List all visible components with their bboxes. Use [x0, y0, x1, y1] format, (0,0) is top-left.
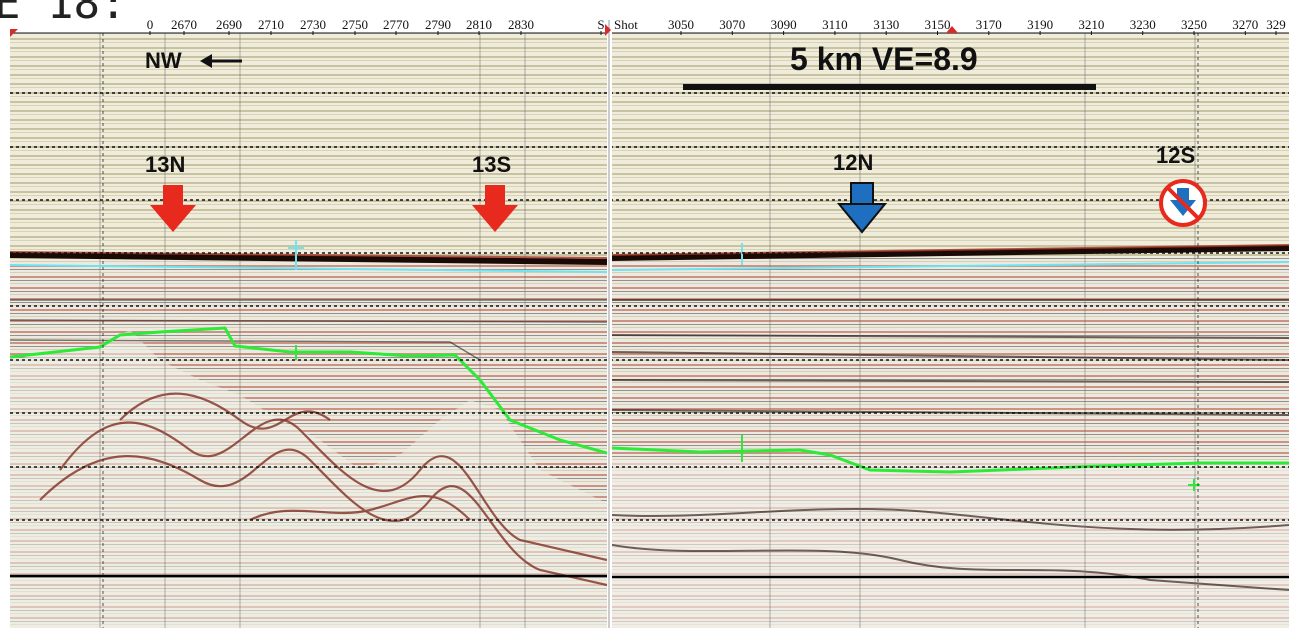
shot-tick-label: 2810 [466, 17, 492, 32]
left-seismic-panel [10, 33, 607, 628]
marker-arrow-13s-icon [472, 185, 518, 232]
marker-label-13s: 13S [472, 152, 511, 177]
shot-tick-label: 3230 [1130, 17, 1156, 32]
shot-tick-label: 3250 [1181, 17, 1207, 32]
shot-axis-title: Shot [614, 17, 638, 32]
left-seafloor [10, 252, 607, 265]
shot-tick-label: 2750 [342, 17, 368, 32]
west-arrow-icon [200, 54, 242, 68]
shot-tick-label: 3070 [719, 17, 745, 32]
shot-tick-label: 3170 [976, 17, 1002, 32]
right-shot-axis: Shot 3050 3070 3090 3110 3130 3150 3170 3190 3210… [614, 17, 1286, 35]
shot-tick-label: 0 [147, 17, 154, 32]
no-arrow-12s-icon [1159, 179, 1207, 227]
shot-tick-label: 3090 [771, 17, 797, 32]
direction-label-nw: NW [145, 48, 182, 73]
right-green-horizon [612, 446, 1289, 474]
shot-tick-label: 329 [1266, 17, 1286, 32]
shot-tick-label: 3150 [925, 17, 951, 32]
marker-arrow-12n-icon [836, 182, 888, 234]
scale-label: 5 km VE=8.9 [790, 41, 978, 77]
right-cyan-horizon [612, 261, 1289, 271]
right-seismic-panel [612, 33, 1289, 628]
shot-tick-label: 3110 [822, 17, 848, 32]
shot-tick-label: 2790 [425, 17, 451, 32]
marker-arrow-13n-icon [150, 185, 196, 232]
marker-label-12n: 12N [833, 150, 873, 175]
shot-tick-label: 3270 [1232, 17, 1258, 32]
shot-tick-label: 2710 [258, 17, 284, 32]
marker-label-12s: 12S [1156, 143, 1195, 168]
scale-bar [683, 84, 1096, 90]
left-deformed-layer [10, 330, 607, 628]
shot-tick-label: S [597, 17, 604, 32]
shot-tick-label: 3130 [873, 17, 899, 32]
shot-tick-label: 3050 [668, 17, 694, 32]
right-seafloor [612, 245, 1289, 261]
shot-tick-label: 3190 [1027, 17, 1053, 32]
right-reflector-packets [612, 299, 1289, 591]
shot-tick-label: 2670 [171, 17, 197, 32]
shot-tick-label: 2770 [383, 17, 409, 32]
marker-label-13n: 13N [145, 152, 185, 177]
shot-tick-label: 3210 [1078, 17, 1104, 32]
shot-tick-label: 2830 [508, 17, 534, 32]
shot-tick-label: 2730 [300, 17, 326, 32]
left-shot-axis: 0 2670 2690 2710 2730 2750 2770 2790 2810 2830 S [147, 17, 605, 35]
shot-tick-label: 2690 [216, 17, 242, 32]
left-cyan-horizon [10, 264, 607, 273]
